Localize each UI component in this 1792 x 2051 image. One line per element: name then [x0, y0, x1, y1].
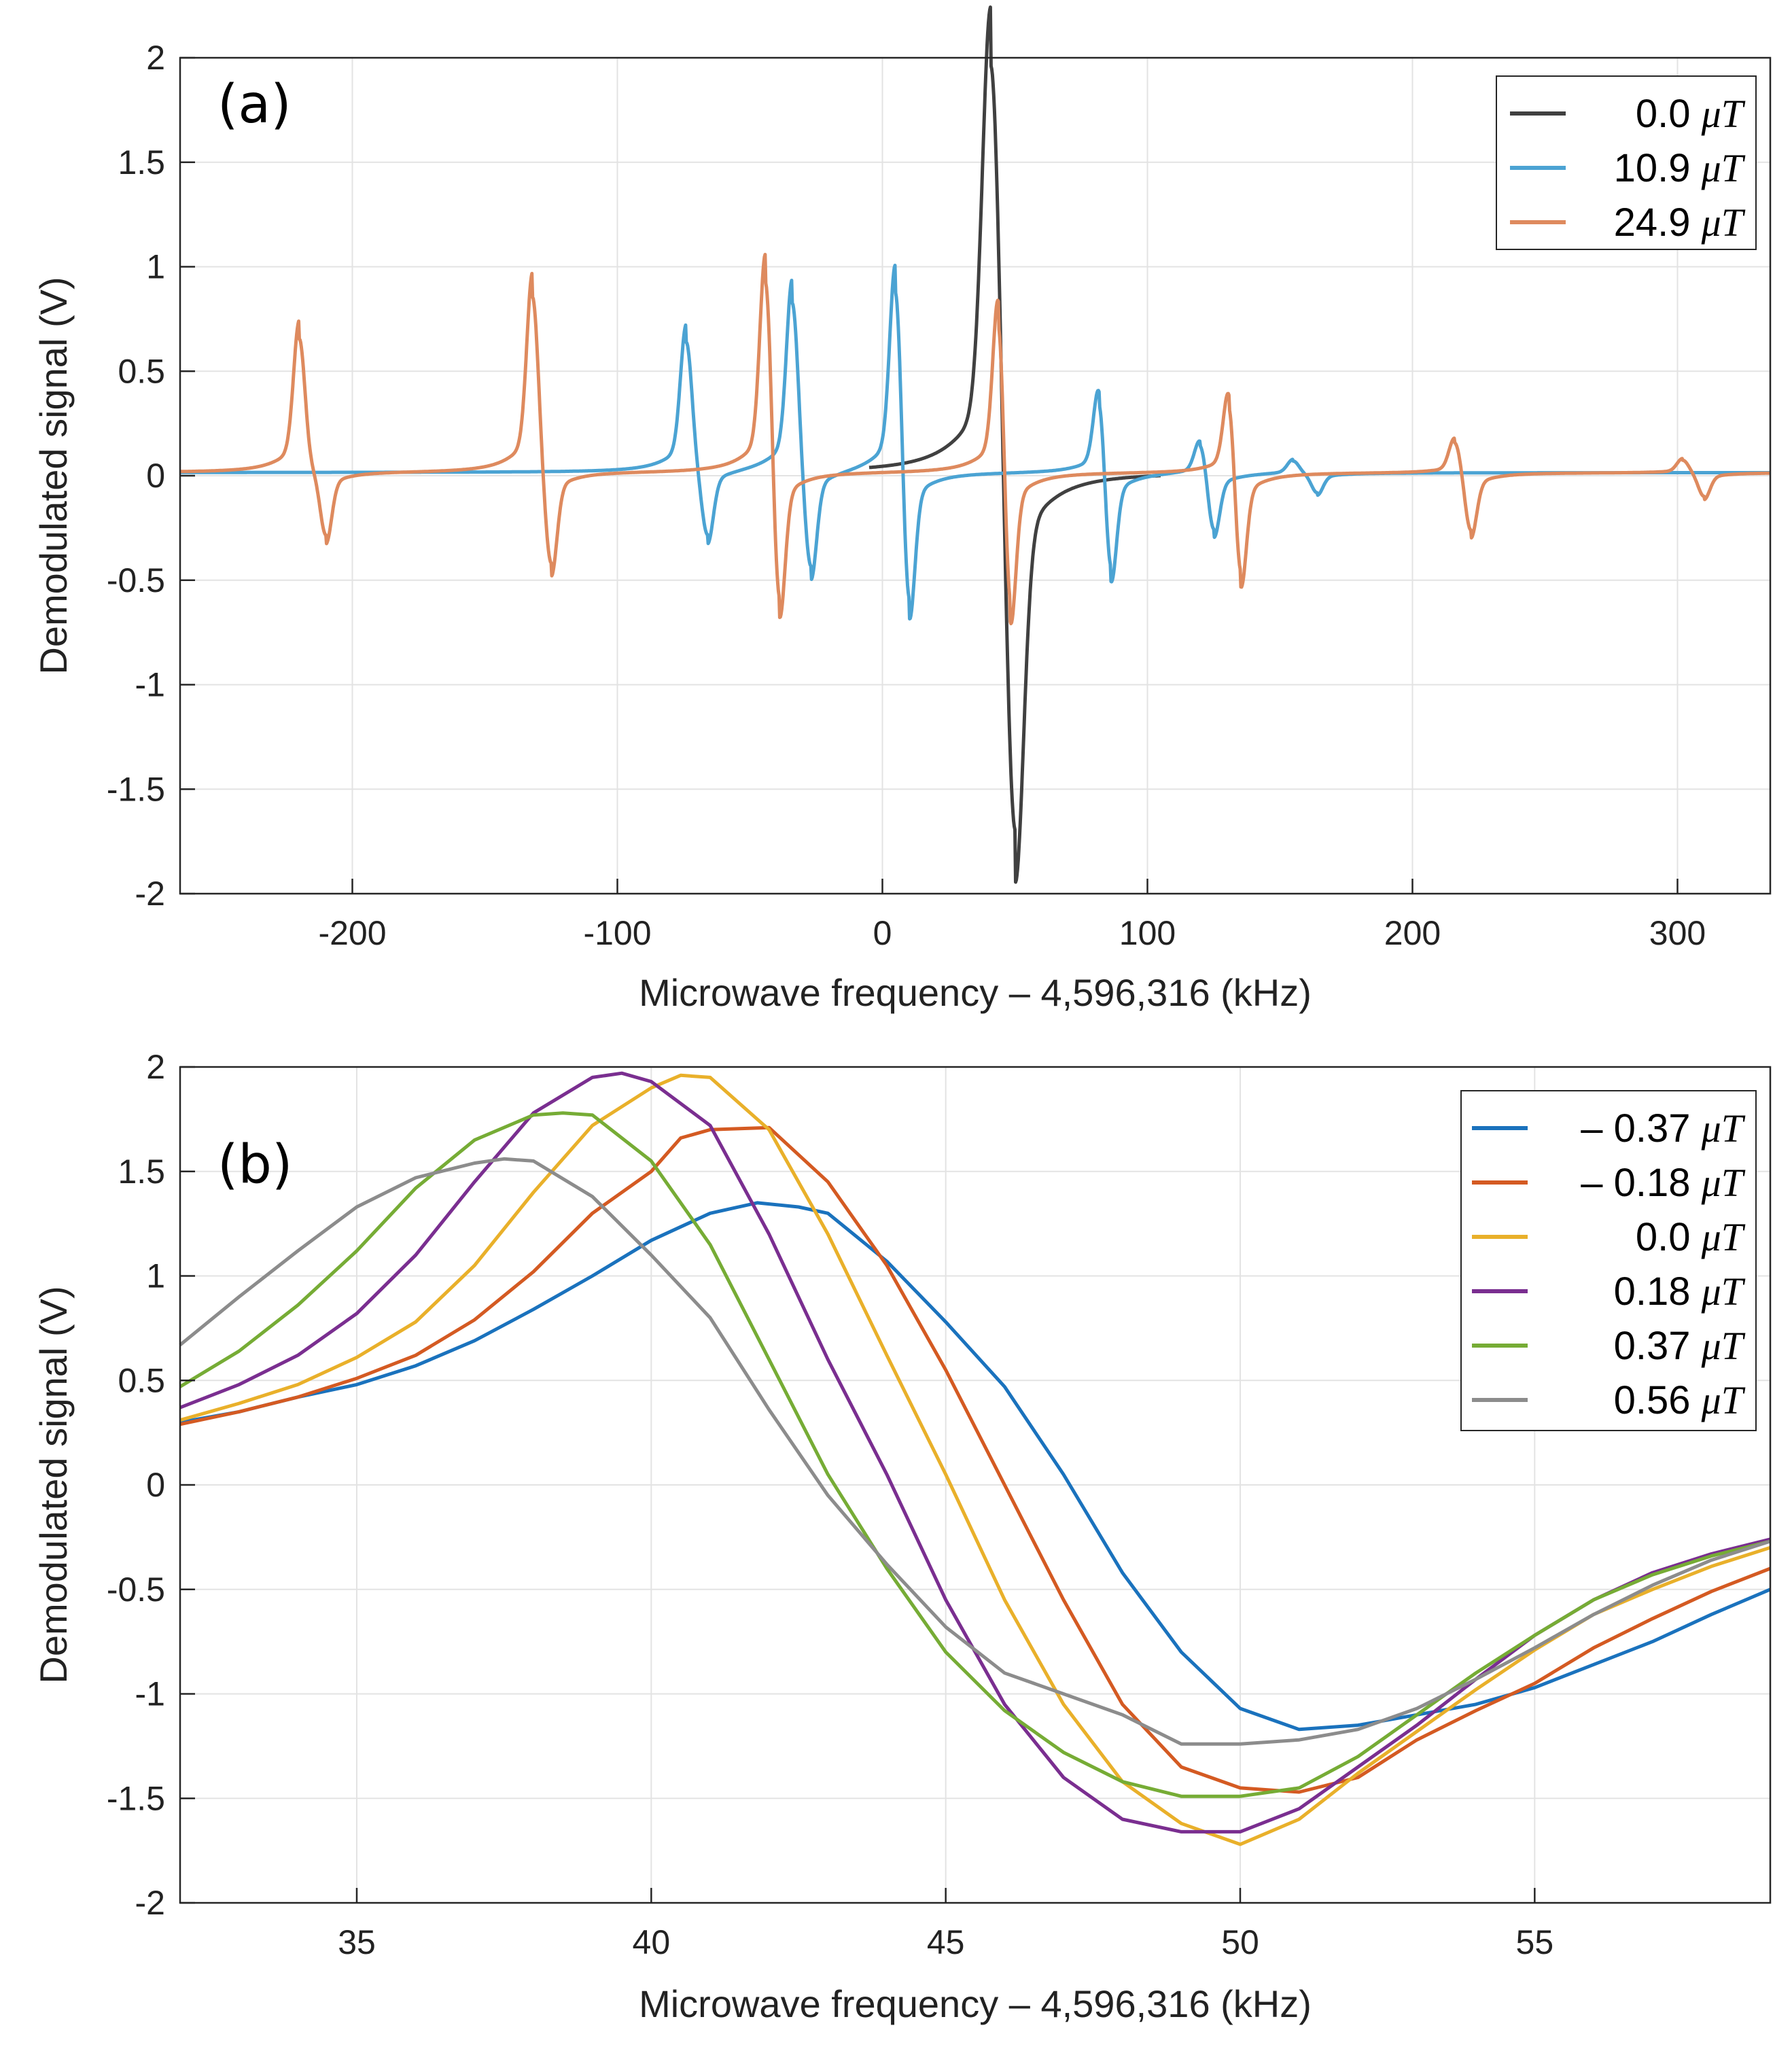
y-tick-label: -1 [135, 1675, 165, 1713]
series-line-b-4 [179, 1111, 1771, 1798]
y-tick-label: 1 [146, 1257, 165, 1295]
x-tick-label: 300 [1649, 914, 1706, 952]
legend-label: 0.0 μT [1636, 92, 1746, 136]
y-tick-label: -1.5 [107, 1779, 165, 1817]
y-tick-label: -1 [135, 666, 165, 704]
y-tick-labels-a: 2 1.5 1 0.5 0 -0.5 -1 -1.5 -2 [107, 39, 195, 913]
legend-label: 0.18 μT [1614, 1269, 1746, 1314]
x-tick-label: 200 [1384, 914, 1441, 952]
y-tick-label: -0.5 [107, 561, 165, 599]
series-line-b-3 [179, 1071, 1771, 1834]
y-axis-label-b: Demodulated signal (V) [32, 1286, 75, 1683]
y-tick-label: 0.5 [118, 1361, 165, 1399]
x-tick-label: -200 [318, 914, 386, 952]
x-tick-label: 35 [338, 1923, 376, 1961]
series-line-b-1 [179, 1125, 1771, 1794]
y-tick-label: -2 [135, 1884, 165, 1922]
series-line-a-0 [868, 5, 1162, 884]
y-tick-label: -1.5 [107, 770, 165, 808]
x-tick-labels-b: 35 40 45 50 55 [338, 1888, 1553, 1961]
series-line-b-2 [179, 1073, 1771, 1846]
x-tick-label: -100 [583, 914, 651, 952]
x-tick-labels-a: -200 -100 0 100 200 300 [318, 879, 1706, 952]
y-tick-label: 1.5 [118, 1153, 165, 1191]
series-line-b-5 [179, 1157, 1771, 1746]
legend-label: 10.9 μT [1614, 146, 1746, 190]
legend-label: 0.0 μT [1636, 1215, 1746, 1259]
y-tick-label: 1 [146, 248, 165, 286]
legend-items-a: 0.0 μT 10.9 μT 24.9 μT [1510, 92, 1746, 245]
legend-label: 0.56 μT [1614, 1378, 1746, 1422]
y-tick-label: 1.5 [118, 143, 165, 181]
y-tick-label: 2 [146, 1048, 165, 1086]
y-tick-label: 0 [146, 1466, 165, 1504]
x-tick-label: 55 [1516, 1923, 1554, 1961]
y-tick-labels-b: 2 1.5 1 0.5 0 -0.5 -1 -1.5 -2 [107, 1048, 195, 1922]
x-axis-label-a: Microwave frequency – 4,596,316 (kHz) [639, 971, 1312, 1014]
legend-label: 24.9 μT [1614, 200, 1746, 245]
x-tick-label: 100 [1119, 914, 1176, 952]
x-tick-label: 50 [1221, 1923, 1259, 1961]
series-line-b-0 [179, 1201, 1771, 1732]
series-a [179, 5, 1772, 884]
legend-label: 0.37 μT [1614, 1324, 1746, 1368]
y-axis-label-a: Demodulated signal (V) [32, 277, 75, 674]
panel-b: 35 40 45 50 55 2 1.5 1 0.5 0 -0.5 -1 -1.5 -2 (b) Mic… [32, 1048, 1772, 2025]
y-tick-label: 2 [146, 39, 165, 77]
legend-box-b [1460, 1090, 1757, 1431]
y-tick-label: 0 [146, 457, 165, 495]
legend-label: – 0.37 μT [1581, 1106, 1745, 1151]
y-tick-label: 0.5 [118, 352, 165, 390]
series-line-a-2 [179, 253, 1772, 626]
y-tick-label: -0.5 [107, 1571, 165, 1609]
x-tick-label: 40 [633, 1923, 671, 1961]
legend-label: – 0.18 μT [1581, 1161, 1745, 1205]
legend-a: 0.0 μT 10.9 μT 24.9 μT [1496, 75, 1757, 250]
legend-b: – 0.37 μT – 0.18 μT 0.0 μT 0.18 μT 0.37 μT 0.… [1460, 1090, 1757, 1431]
series-b [179, 1071, 1771, 1846]
panel-a: -200 -100 0 100 200 300 2 1.5 1 0.5 0 -0.5 -1 -1.5 -2… [32, 5, 1772, 1014]
panel-tag-a: (a) [217, 74, 292, 135]
x-axis-label-b: Microwave frequency – 4,596,316 (kHz) [639, 1982, 1312, 2025]
y-tick-label: -2 [135, 875, 165, 913]
legend-items-b: – 0.37 μT – 0.18 μT 0.0 μT 0.18 μT 0.37 μT 0.… [1472, 1106, 1746, 1422]
x-tick-label: 0 [873, 914, 892, 952]
panel-tag-b: (b) [217, 1134, 292, 1195]
x-tick-label: 45 [927, 1923, 965, 1961]
